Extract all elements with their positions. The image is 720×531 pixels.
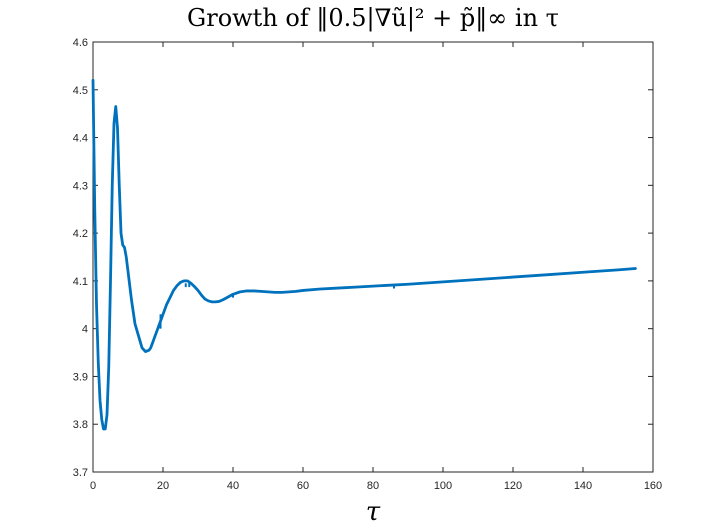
chart-title: Growth of ‖0.5|∇ũ|² + p̃‖∞ in τ bbox=[187, 4, 559, 33]
x-axis-ticks: 0 20 40 60 80 100 120 140 160 bbox=[90, 42, 662, 492]
x-tick-label: 0 bbox=[90, 480, 96, 492]
y-tick-label: 4.1 bbox=[73, 276, 88, 288]
x-tick-label: 140 bbox=[574, 480, 592, 492]
x-tick-label: 100 bbox=[434, 480, 452, 492]
y-tick-label: 3.8 bbox=[73, 419, 88, 431]
x-tick-label: 160 bbox=[644, 480, 662, 492]
y-tick-label: 3.7 bbox=[73, 467, 88, 479]
y-tick-label: 4.4 bbox=[73, 133, 88, 145]
y-tick-label: 4.5 bbox=[73, 85, 88, 97]
series-line bbox=[91, 78, 637, 431]
y-tick-label: 4.3 bbox=[73, 180, 88, 192]
x-tick-label: 20 bbox=[157, 480, 169, 492]
x-tick-label: 60 bbox=[297, 480, 309, 492]
plot-frame bbox=[92, 41, 654, 473]
series-group bbox=[91, 78, 637, 431]
x-tick-label: 120 bbox=[504, 480, 522, 492]
y-tick-label: 4.6 bbox=[73, 37, 88, 49]
y-axis-ticks: 3.7 3.8 3.9 4 4.1 4.2 4.3 4.4 4.5 4.6 bbox=[73, 37, 653, 479]
x-tick-label: 40 bbox=[227, 480, 239, 492]
y-tick-label: 4.2 bbox=[73, 228, 88, 240]
y-tick-label: 4 bbox=[82, 324, 88, 336]
x-tick-label: 80 bbox=[367, 480, 379, 492]
axes bbox=[92, 41, 654, 473]
x-axis-label: τ bbox=[366, 497, 381, 527]
y-tick-label: 3.9 bbox=[73, 371, 88, 383]
